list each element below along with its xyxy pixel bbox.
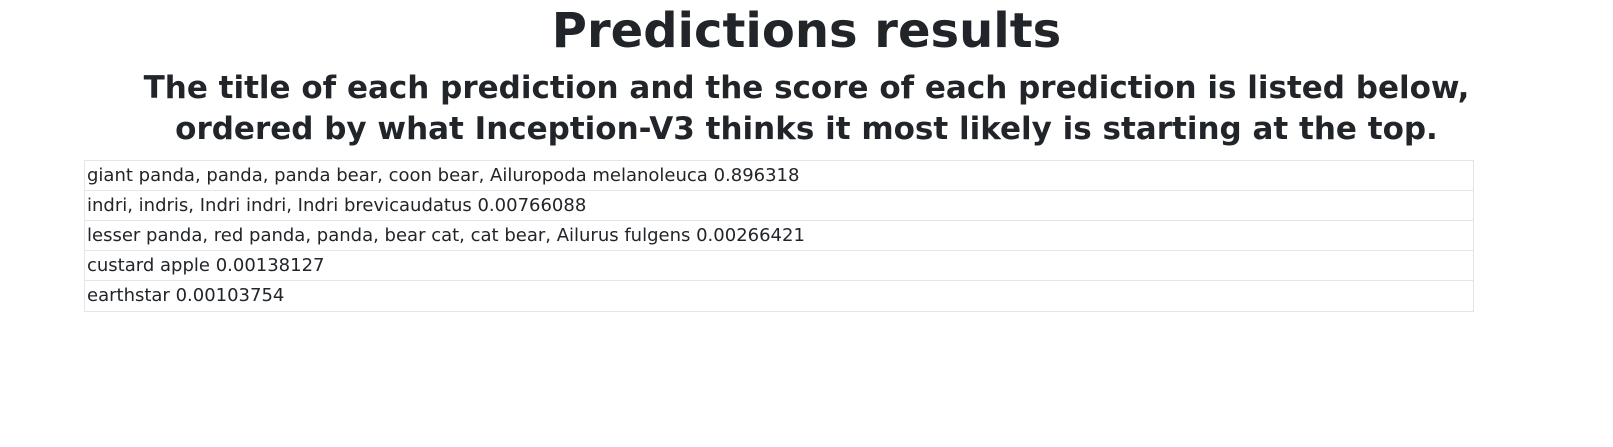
list-item: giant panda, panda, panda bear, coon bea… bbox=[85, 161, 1473, 191]
list-item: indri, indris, Indri indri, Indri brevic… bbox=[85, 191, 1473, 221]
page-subtitle: The title of each prediction and the sco… bbox=[143, 70, 1470, 147]
prediction-label: indri, indris, Indri indri, Indri brevic… bbox=[87, 195, 472, 216]
prediction-label: custard apple bbox=[87, 255, 210, 276]
list-item: lesser panda, red panda, panda, bear cat… bbox=[85, 221, 1473, 251]
prediction-label: giant panda, panda, panda bear, coon bea… bbox=[87, 165, 708, 186]
list-item: custard apple 0.00138127 bbox=[85, 251, 1473, 281]
page-title: Predictions results bbox=[551, 3, 1062, 59]
prediction-score: 0.896318 bbox=[713, 165, 800, 186]
predictions-list: giant panda, panda, panda bear, coon bea… bbox=[84, 160, 1474, 312]
prediction-score: 0.00766088 bbox=[477, 195, 587, 216]
prediction-label: lesser panda, red panda, panda, bear cat… bbox=[87, 225, 691, 246]
list-item: earthstar 0.00103754 bbox=[85, 281, 1473, 311]
prediction-score: 0.00138127 bbox=[215, 255, 325, 276]
prediction-score: 0.00103754 bbox=[175, 285, 285, 306]
prediction-score: 0.00266421 bbox=[696, 225, 805, 246]
prediction-label: earthstar bbox=[87, 285, 170, 306]
